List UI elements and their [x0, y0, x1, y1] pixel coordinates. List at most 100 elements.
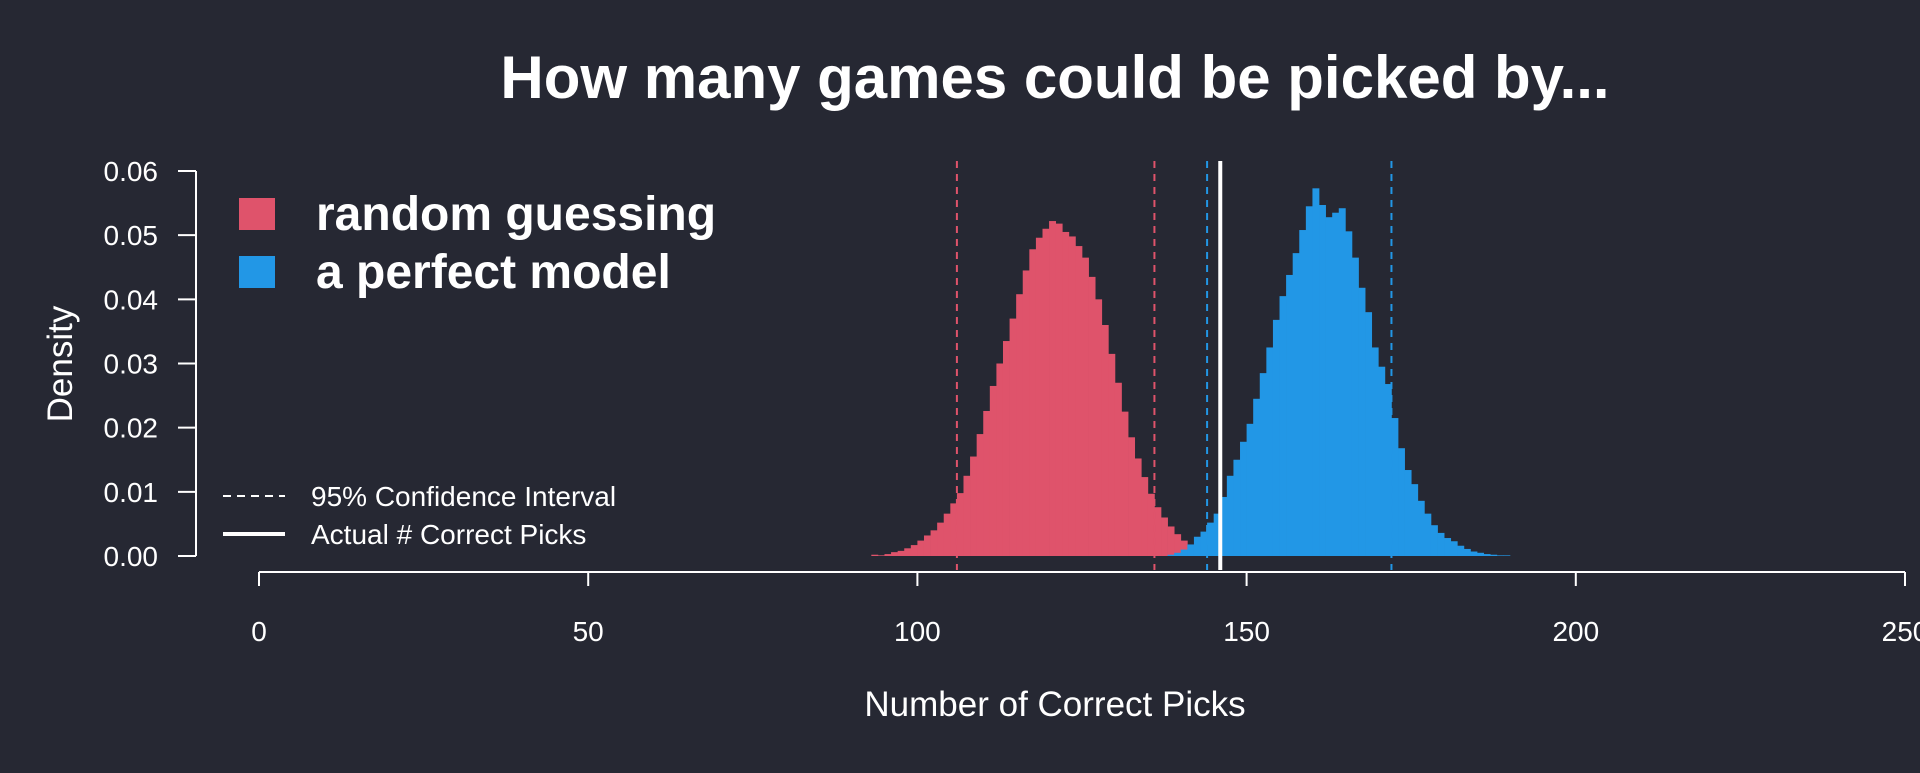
histogram-bar-random: [963, 476, 970, 556]
y-tick-label: 0.06: [104, 156, 159, 187]
histogram-bar-perfect: [1326, 217, 1333, 556]
histogram-bar-random: [1043, 229, 1050, 556]
histogram-bar-random: [1069, 236, 1076, 556]
y-tick-label: 0.04: [104, 284, 159, 315]
legend-swatch-perfect: [239, 256, 275, 288]
histogram-bar-random: [1168, 526, 1175, 556]
y-axis-label: Density: [41, 305, 80, 422]
histogram-bar-perfect: [1187, 544, 1194, 556]
x-tick-label: 50: [573, 616, 604, 647]
legend-label: a perfect model: [316, 246, 671, 299]
line-legend-label: Actual # Correct Picks: [311, 519, 586, 550]
histogram-bar-perfect: [1207, 523, 1214, 556]
histogram-bar-random: [1174, 534, 1181, 556]
histogram-bar-perfect: [1181, 550, 1188, 556]
histogram-bar-perfect: [1312, 188, 1319, 556]
histogram-bar-perfect: [1273, 320, 1280, 556]
histogram-bar-random: [1082, 258, 1089, 556]
y-tick-label: 0.03: [104, 349, 159, 380]
histogram-bar-random: [944, 514, 951, 556]
histogram-bar-random: [1010, 319, 1017, 556]
x-axis-label: Number of Correct Picks: [864, 685, 1245, 724]
histogram-bar-random: [871, 555, 878, 556]
histogram-bar-random: [977, 434, 984, 556]
histogram-bar-random: [1089, 277, 1096, 556]
histogram-bar-perfect: [1339, 208, 1346, 556]
histogram-bar-random: [1075, 246, 1082, 556]
histogram-bar-random: [1128, 437, 1135, 556]
histogram-bar-random: [990, 386, 997, 556]
histogram-bar-random: [917, 541, 924, 556]
histogram-bar-perfect: [1457, 546, 1464, 556]
histogram-bar-perfect: [1470, 552, 1477, 556]
histogram-bar-perfect: [1391, 418, 1398, 556]
histogram-bar-random: [1003, 341, 1010, 556]
histogram-bar-random: [1102, 325, 1109, 556]
histogram-bar-perfect: [1233, 460, 1240, 556]
histogram-bar-random: [970, 457, 977, 556]
x-tick-label: 150: [1223, 616, 1270, 647]
histogram-bar-perfect: [1306, 206, 1313, 556]
line-legend-label: 95% Confidence Interval: [311, 481, 616, 512]
histogram-bar-random: [983, 411, 990, 556]
histogram-bar-perfect: [1194, 537, 1201, 556]
histogram-bar-random: [884, 554, 891, 556]
histogram-bar-perfect: [1174, 553, 1181, 556]
histogram-bar-perfect: [1411, 484, 1418, 556]
histogram-bar-perfect: [1464, 549, 1471, 556]
histogram-bar-perfect: [1240, 442, 1247, 556]
histogram-bar-random: [931, 530, 938, 556]
legend-label: random guessing: [316, 188, 716, 241]
histogram-bar-perfect: [1286, 275, 1293, 556]
histogram-bar-perfect: [1345, 231, 1352, 556]
histogram-bar-perfect: [1247, 424, 1254, 556]
histogram-bar-perfect: [1359, 288, 1366, 556]
histogram-bar-perfect: [1260, 373, 1267, 556]
legend-swatch-random: [239, 198, 275, 230]
histogram-bar-perfect: [1299, 230, 1306, 556]
histogram-bar-perfect: [1484, 554, 1491, 556]
histogram-bar-random: [1062, 232, 1069, 556]
histogram-bar-perfect: [1438, 533, 1445, 556]
histogram-bar-perfect: [1418, 501, 1425, 556]
histogram-bar-perfect: [1378, 367, 1385, 556]
histogram-bar-random: [924, 535, 931, 556]
histogram-bar-random: [1115, 383, 1122, 556]
histogram-bar-random: [1023, 270, 1030, 556]
histogram-bar-random: [1161, 518, 1168, 557]
x-tick-label: 100: [894, 616, 941, 647]
histogram-bar-random: [891, 552, 898, 556]
y-tick-label: 0.01: [104, 477, 159, 508]
histogram-bar-perfect: [1332, 213, 1339, 556]
histogram-bar-perfect: [1444, 538, 1451, 556]
histogram-bar-random: [957, 493, 964, 556]
chart-title: How many games could be picked by...: [500, 44, 1609, 111]
histogram-bar-random: [1141, 477, 1148, 556]
histogram-bar-perfect: [1319, 205, 1326, 556]
histogram-bar-perfect: [1365, 312, 1372, 556]
histogram-bar-random: [1029, 249, 1036, 556]
histogram-bar-perfect: [1352, 258, 1359, 556]
histogram-bar-random: [878, 555, 885, 556]
histogram-bar-random: [1095, 299, 1102, 556]
histogram-bar-perfect: [1424, 514, 1431, 556]
histogram-bar-random: [1135, 458, 1142, 556]
histogram-bar-random: [1108, 354, 1115, 556]
histogram-bar-random: [996, 364, 1003, 557]
histogram-bar-random: [904, 548, 911, 556]
histogram-bar-perfect: [1372, 347, 1379, 556]
histogram-bar-perfect: [1431, 525, 1438, 556]
histogram-bar-perfect: [1168, 555, 1175, 556]
y-tick-label: 0.02: [104, 413, 159, 444]
histogram-bar-perfect: [1266, 347, 1273, 556]
histogram-bar-perfect: [1497, 555, 1504, 556]
histogram-bar-random: [1016, 294, 1023, 556]
histogram-bar-perfect: [1227, 476, 1234, 556]
histogram-bar-random: [937, 523, 944, 556]
x-tick-label: 200: [1552, 616, 1599, 647]
histogram-bar-random: [898, 551, 905, 556]
histogram-bar-perfect: [1405, 470, 1412, 556]
